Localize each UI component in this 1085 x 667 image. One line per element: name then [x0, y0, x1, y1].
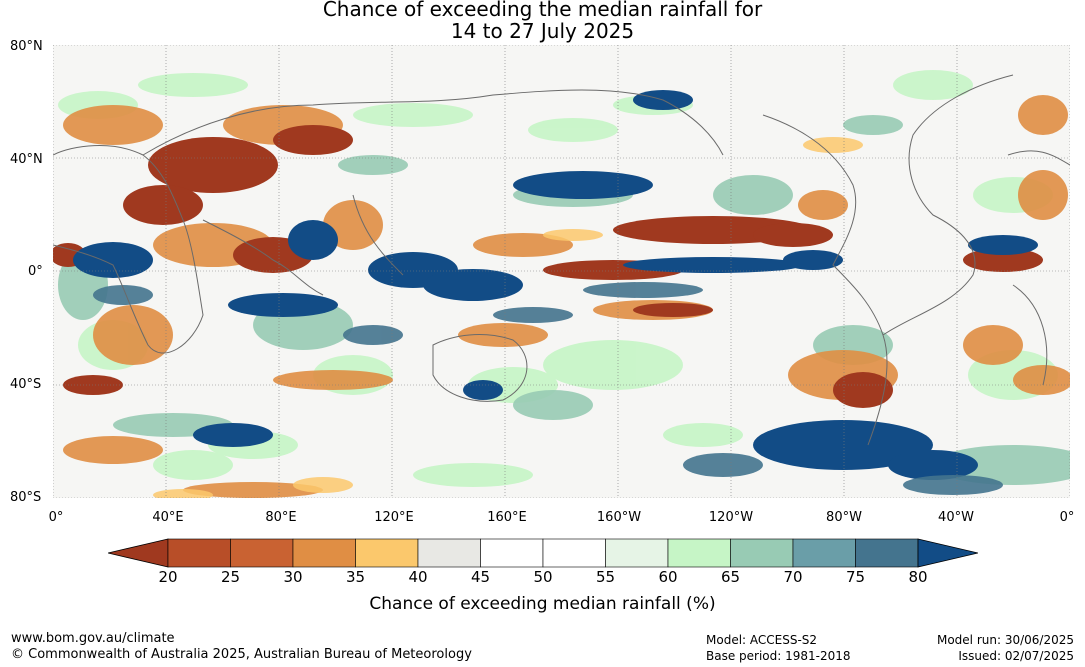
colorbar-tick-label: 55 — [595, 568, 616, 586]
probability-fields — [53, 70, 1070, 498]
colorbar-segment — [730, 538, 794, 568]
lat-label-80s: 80°S — [10, 490, 42, 505]
model-run-text: Model run: 30/06/2025 — [936, 633, 1074, 647]
lon-label-40w: 40°W — [938, 510, 974, 525]
lon-label-160e: 160°E — [487, 510, 527, 525]
copyright-text: © Commonwealth of Australia 2025, Austra… — [11, 647, 472, 662]
lat-label-40s: 40°S — [10, 377, 42, 392]
colorbar-segment — [855, 538, 919, 568]
lon-label-80e: 80°E — [265, 510, 297, 525]
colorbar-tick-label: 45 — [470, 568, 491, 586]
colorbar-segment — [417, 538, 481, 568]
colorbar-tick-label: 30 — [283, 568, 303, 586]
colorbar-tick-label: 65 — [720, 568, 741, 586]
website-text: www.bom.gov.au/climate — [11, 631, 175, 646]
colorbar-segment — [480, 538, 544, 568]
lat-label-80n: 80°N — [10, 39, 43, 54]
colorbar-tick-label: 70 — [783, 568, 803, 586]
lat-label-40n: 40°N — [10, 152, 43, 167]
lat-label-equator: 0° — [28, 264, 43, 279]
colorbar-tick-label: 20 — [158, 568, 178, 586]
lon-label-120e: 120°E — [374, 510, 414, 525]
colorbar-segment — [792, 538, 856, 568]
colorbar-extend-high — [917, 538, 978, 568]
colorbar-tick-label: 75 — [845, 568, 866, 586]
lon-label-40e: 40°E — [152, 510, 184, 525]
colorbar-segment — [292, 538, 356, 568]
lon-label-80w: 80°W — [826, 510, 862, 525]
map-title-line2: 14 to 27 July 2025 — [450, 19, 635, 43]
rainfall-probability-map — [53, 45, 1070, 498]
base-period-text: Base period: 1981-2018 — [706, 649, 851, 663]
colorbar-tick-label: 50 — [533, 568, 553, 586]
model-text: Model: ACCESS-S2 — [706, 633, 818, 647]
colorbar-tick-label: 35 — [345, 568, 366, 586]
map-title-line1: Chance of exceeding the median rainfall … — [322, 0, 763, 21]
colorbar-segment — [605, 538, 669, 568]
colorbar — [108, 538, 978, 568]
coastlines — [53, 74, 1070, 446]
colorbar-segment — [355, 538, 419, 568]
colorbar-tick-label: 60 — [658, 568, 678, 586]
colorbar-label: Chance of exceeding median rainfall (%) — [369, 594, 716, 614]
lon-label-120w: 120°W — [708, 510, 754, 525]
lon-label-0-left: 0° — [48, 510, 64, 525]
issued-text: Issued: 02/07/2025 — [958, 649, 1074, 663]
colorbar-segment — [542, 538, 606, 568]
colorbar-extend-low — [108, 538, 169, 568]
colorbar-tick-label: 25 — [220, 568, 241, 586]
lon-label-0-right: 0° — [1059, 510, 1075, 525]
colorbar-tick-label: 40 — [408, 568, 428, 586]
lon-label-160w: 160°W — [596, 510, 642, 525]
colorbar-segment — [167, 538, 231, 568]
colorbar-segment — [667, 538, 731, 568]
colorbar-tick-label: 80 — [908, 568, 928, 586]
colorbar-segment — [230, 538, 294, 568]
graticule — [53, 45, 1070, 498]
